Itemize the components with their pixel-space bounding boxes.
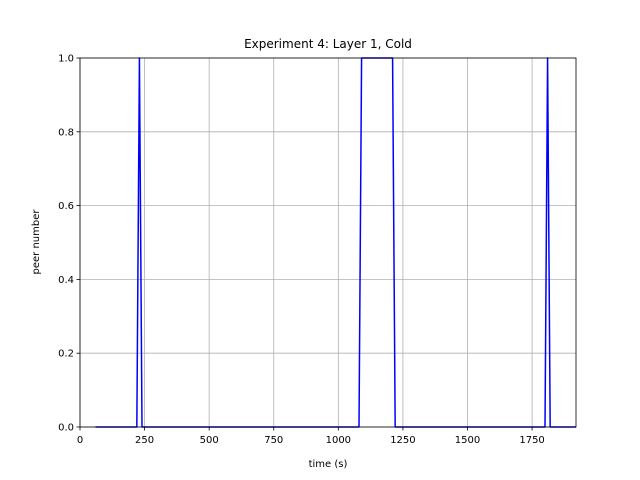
x-tick-label: 1750 bbox=[519, 435, 544, 446]
y-axis-ticks: 0.0 0.2 0.4 0.6 0.8 1.0 bbox=[58, 54, 80, 434]
x-tick-label: 250 bbox=[135, 435, 154, 446]
y-tick-label: 0.8 bbox=[58, 127, 74, 138]
x-tick-label: 750 bbox=[264, 435, 283, 446]
y-tick-label: 0.4 bbox=[58, 275, 74, 286]
y-tick-label: 0.2 bbox=[58, 349, 74, 360]
x-tick-label: 0 bbox=[77, 435, 83, 446]
y-tick-label: 0.0 bbox=[58, 423, 74, 434]
x-tick-label: 500 bbox=[200, 435, 219, 446]
plot-frame bbox=[79, 57, 577, 428]
x-tick-label: 1000 bbox=[326, 435, 351, 446]
y-tick-label: 0.6 bbox=[58, 201, 74, 212]
y-axis-label: peer number bbox=[31, 209, 42, 275]
x-tick-label: 1500 bbox=[455, 435, 480, 446]
y-tick-label: 1.0 bbox=[58, 54, 74, 65]
chart-title: Experiment 4: Layer 1, Cold bbox=[244, 37, 412, 51]
x-axis-ticks: 0 250 500 750 1000 1250 1500 1750 bbox=[77, 427, 545, 446]
x-axis-label: time (s) bbox=[309, 459, 348, 470]
x-tick-label: 1250 bbox=[390, 435, 415, 446]
